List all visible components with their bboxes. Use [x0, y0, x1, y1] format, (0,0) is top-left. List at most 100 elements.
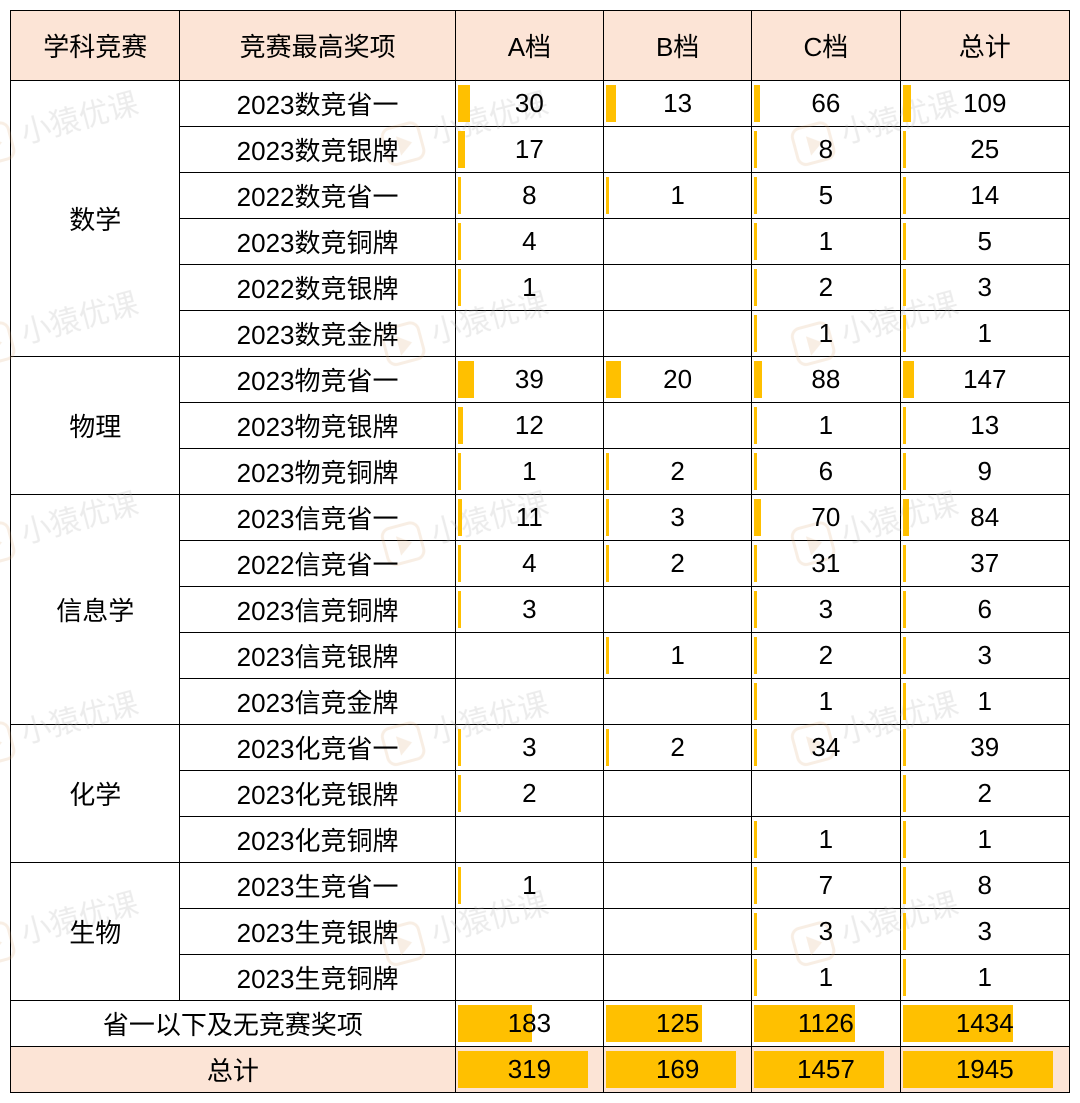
bar-a — [458, 545, 461, 582]
data-cell-total: 1 — [900, 817, 1069, 863]
data-cell-b: 2 — [604, 449, 752, 495]
cell-value: 1 — [758, 824, 893, 855]
data-cell-a — [455, 311, 603, 357]
cell-value: 147 — [907, 364, 1063, 395]
data-cell-b — [604, 587, 752, 633]
bar-a — [458, 775, 461, 812]
data-cell-a: 11 — [455, 495, 603, 541]
data-cell-c: 1 — [752, 679, 900, 725]
data-cell-total: 9 — [900, 449, 1069, 495]
award-cell: 2023物竞铜牌 — [180, 449, 455, 495]
cell-value: 31 — [758, 548, 893, 579]
cell-value: 20 — [610, 364, 745, 395]
award-cell: 2023化竞银牌 — [180, 771, 455, 817]
bar-b — [606, 453, 609, 490]
subject-cell: 信息学 — [11, 495, 180, 725]
data-cell-total: 147 — [900, 357, 1069, 403]
data-cell-total: 1434 — [900, 1001, 1069, 1047]
data-cell-total: 39 — [900, 725, 1069, 771]
data-cell-b — [604, 955, 752, 1001]
award-cell: 2023生竞银牌 — [180, 909, 455, 955]
cell-value: 84 — [907, 502, 1063, 533]
bar-c — [754, 959, 757, 996]
header-a: A档 — [455, 11, 603, 81]
data-cell-c: 1457 — [752, 1047, 900, 1093]
data-cell-a: 183 — [455, 1001, 603, 1047]
cell-value: 11 — [462, 502, 597, 533]
bar-total — [903, 407, 906, 444]
cell-value: 169 — [610, 1054, 745, 1085]
cell-value: 1 — [462, 870, 597, 901]
data-cell-a: 12 — [455, 403, 603, 449]
table-row: 生物2023生竞省一178 — [11, 863, 1070, 909]
data-cell-c: 1 — [752, 311, 900, 357]
cell-value: 3 — [907, 272, 1063, 303]
subject-cell: 化学 — [11, 725, 180, 863]
data-cell-a — [455, 633, 603, 679]
data-cell-a: 1 — [455, 863, 603, 909]
cell-value: 1945 — [907, 1054, 1063, 1085]
bar-a — [458, 269, 461, 306]
data-cell-b — [604, 265, 752, 311]
cell-value: 2 — [610, 732, 745, 763]
data-cell-b: 2 — [604, 725, 752, 771]
award-cell: 2023生竞铜牌 — [180, 955, 455, 1001]
subject-cell: 物理 — [11, 357, 180, 495]
bar-a — [458, 729, 461, 766]
bar-a — [458, 453, 461, 490]
data-cell-c: 1 — [752, 817, 900, 863]
award-cell: 2023信竞金牌 — [180, 679, 455, 725]
cell-value: 7 — [758, 870, 893, 901]
data-cell-total: 3 — [900, 909, 1069, 955]
data-cell-total: 2 — [900, 771, 1069, 817]
bar-total — [903, 913, 906, 950]
bar-a — [458, 223, 461, 260]
cell-value: 1 — [907, 318, 1063, 349]
cell-value: 2 — [907, 778, 1063, 809]
award-cell: 2023物竞银牌 — [180, 403, 455, 449]
data-cell-b: 169 — [604, 1047, 752, 1093]
data-cell-b: 3 — [604, 495, 752, 541]
data-cell-c: 34 — [752, 725, 900, 771]
data-cell-a: 30 — [455, 81, 603, 127]
data-cell-a: 8 — [455, 173, 603, 219]
cell-value: 2 — [758, 640, 893, 671]
bar-a — [458, 867, 461, 904]
bar-total — [903, 545, 906, 582]
bar-c — [754, 177, 757, 214]
bar-c — [754, 545, 757, 582]
data-cell-a — [455, 817, 603, 863]
cell-value: 25 — [907, 134, 1063, 165]
bar-b — [606, 729, 609, 766]
data-cell-total: 5 — [900, 219, 1069, 265]
data-cell-total: 8 — [900, 863, 1069, 909]
bar-c — [754, 637, 757, 674]
bar-a — [458, 177, 461, 214]
bar-b — [606, 545, 609, 582]
bar-c — [754, 131, 757, 168]
bar-c — [754, 683, 757, 720]
bar-total — [903, 729, 906, 766]
award-cell: 2022数竞银牌 — [180, 265, 455, 311]
data-cell-total: 14 — [900, 173, 1069, 219]
data-cell-total: 1 — [900, 679, 1069, 725]
competition-table: 学科竞赛 竞赛最高奖项 A档 B档 C档 总计 数学2023数竞省一301366… — [10, 10, 1070, 1093]
cell-value: 1 — [758, 962, 893, 993]
cell-value: 3 — [907, 640, 1063, 671]
data-cell-b — [604, 817, 752, 863]
header-total: 总计 — [900, 11, 1069, 81]
data-cell-b — [604, 311, 752, 357]
no-award-label: 省一以下及无竞赛奖项 — [11, 1001, 456, 1047]
cell-value: 8 — [462, 180, 597, 211]
data-cell-a: 1 — [455, 449, 603, 495]
data-cell-b: 1 — [604, 173, 752, 219]
bar-c — [754, 315, 757, 352]
cell-value: 1 — [610, 180, 745, 211]
data-cell-c: 2 — [752, 633, 900, 679]
cell-value: 39 — [462, 364, 597, 395]
cell-value: 1 — [758, 226, 893, 257]
bar-total — [903, 821, 906, 858]
bar-b — [606, 499, 609, 536]
data-cell-a: 2 — [455, 771, 603, 817]
cell-value: 3 — [462, 594, 597, 625]
